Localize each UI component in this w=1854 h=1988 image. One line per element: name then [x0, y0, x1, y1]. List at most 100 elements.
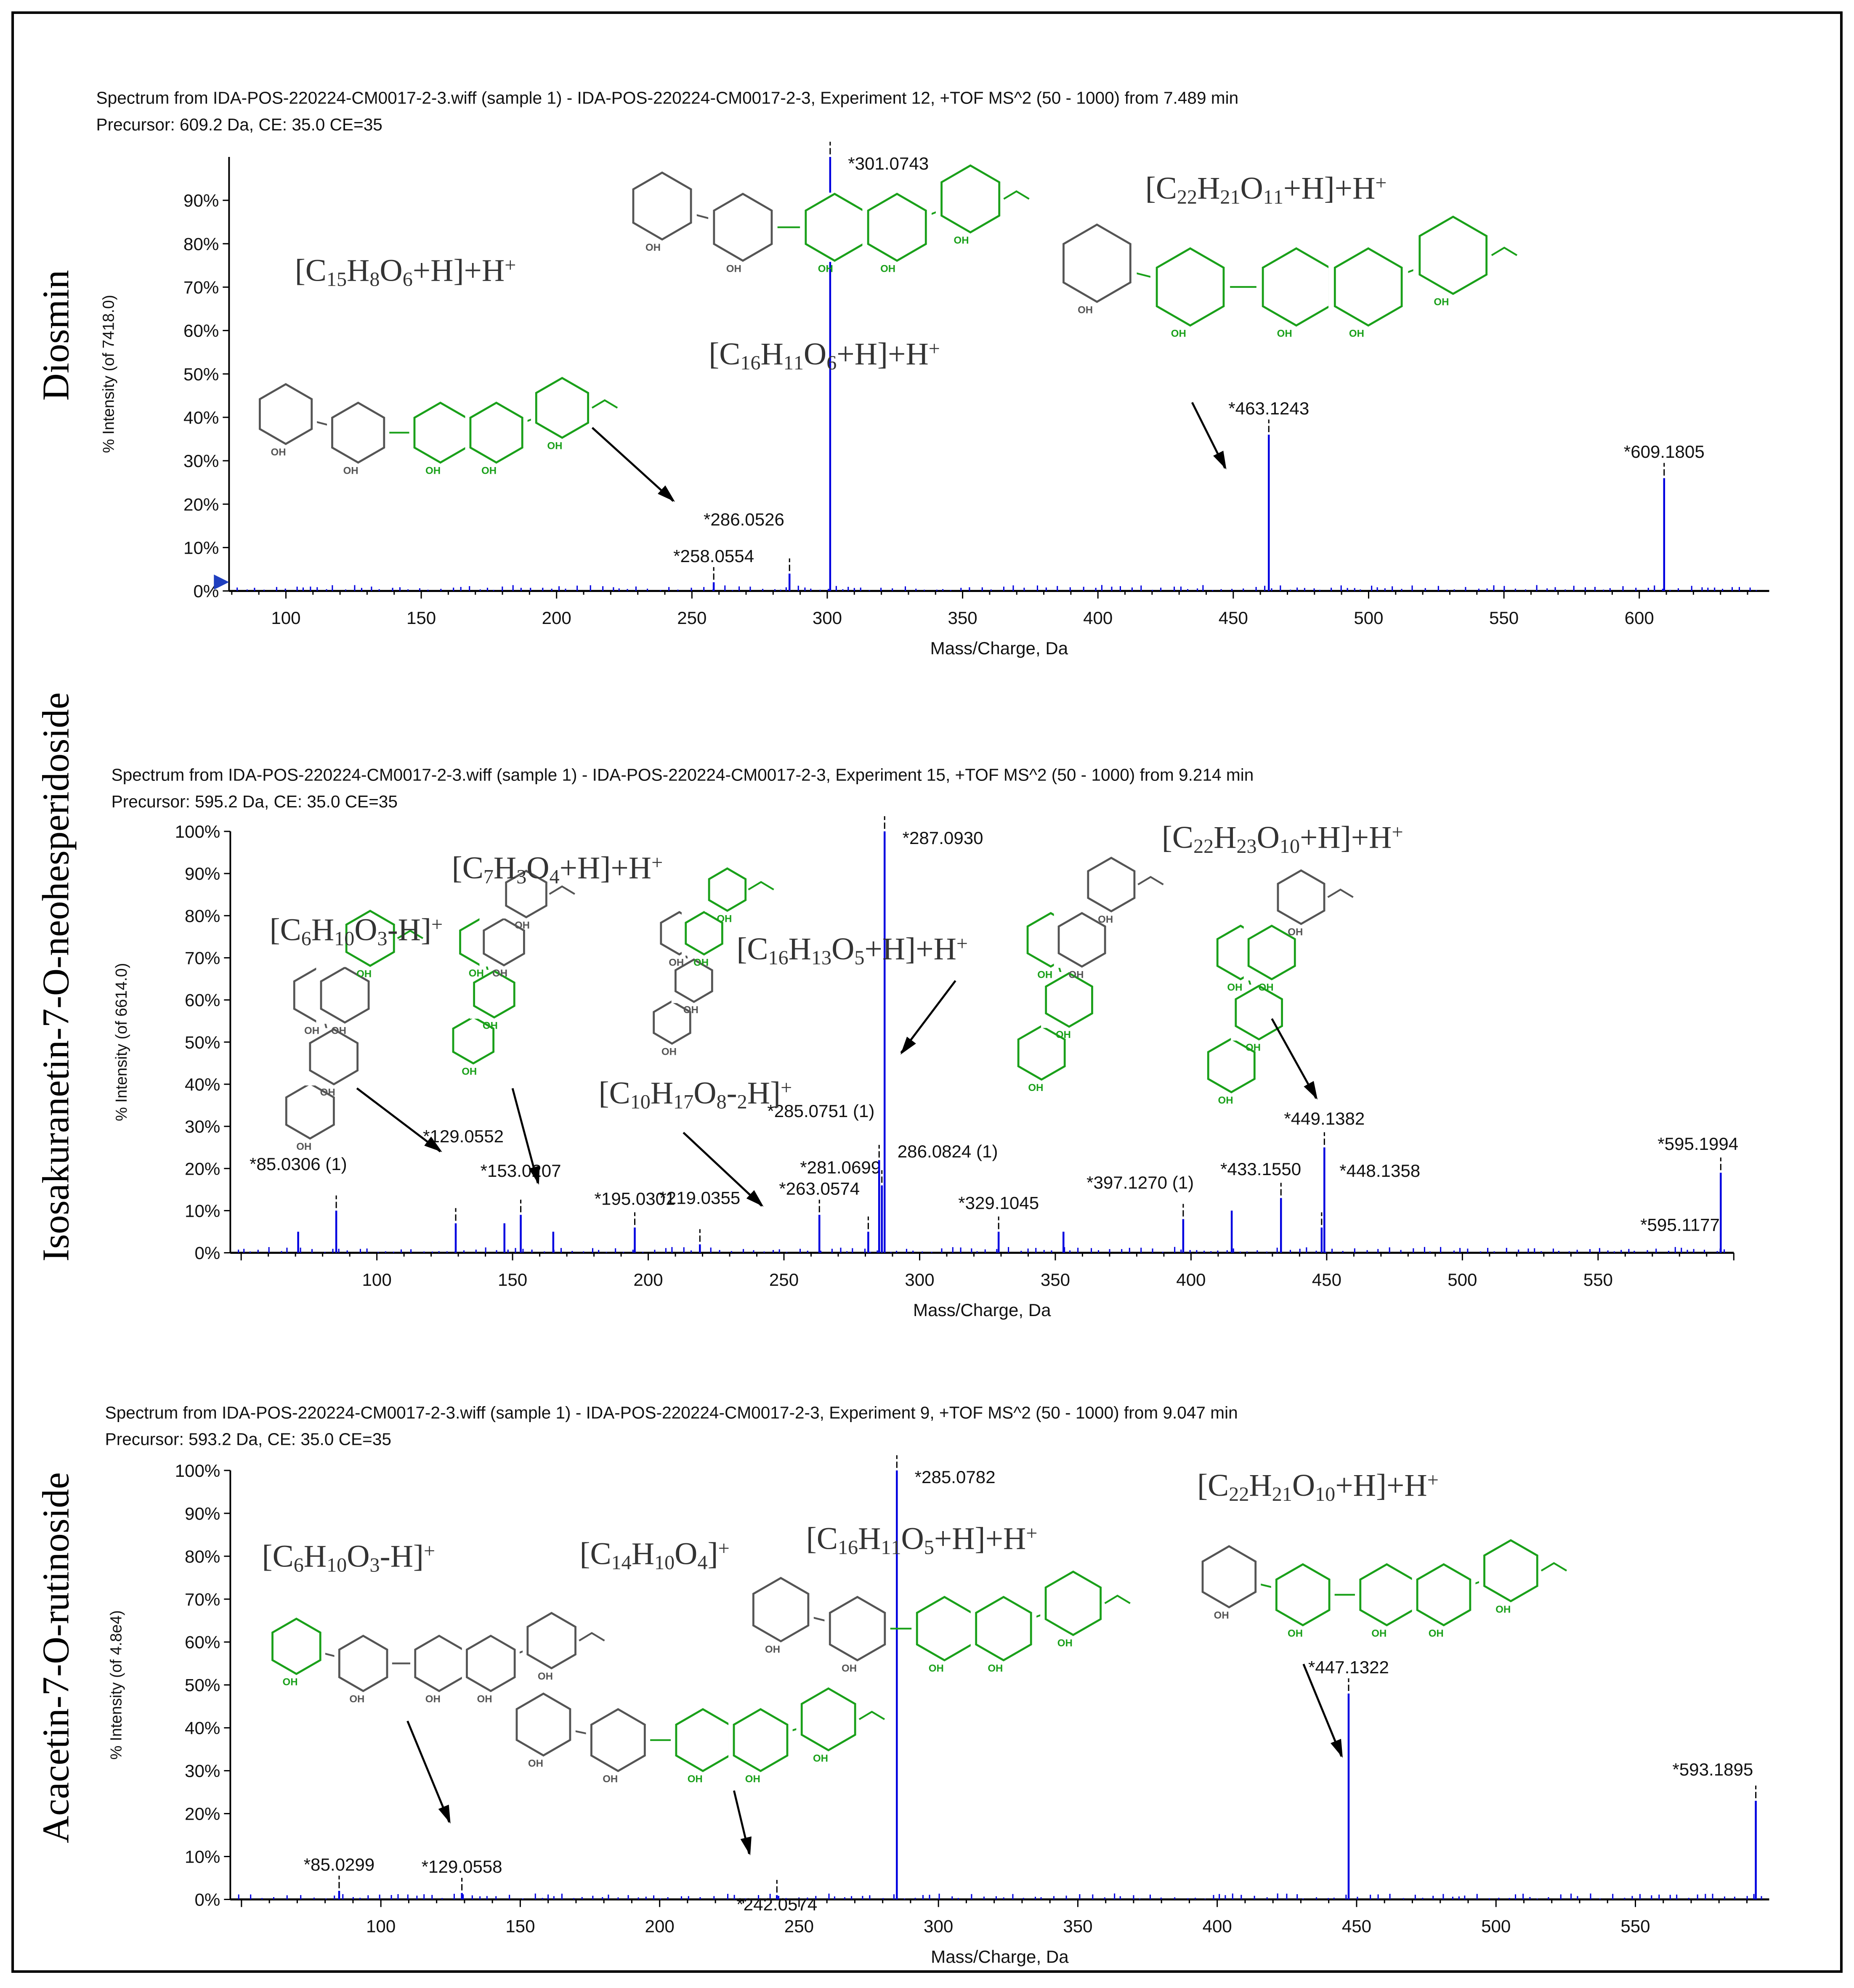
x-tick-label: 200 [542, 608, 571, 628]
fragment-formula: [C16H11O6+H]+H+ [709, 337, 940, 374]
ring-bg [479, 917, 529, 967]
ring [1045, 972, 1093, 1028]
hydroxyl-label: OH [765, 1644, 780, 1655]
fragment-formula: [C22H23O10+H]+H+ [1162, 820, 1403, 857]
ring-bg [255, 383, 317, 446]
y-axis-label: % Intensity (of 6614.0) [112, 963, 130, 1121]
y-tick-label: 80% [183, 234, 219, 254]
fragment-arrow [1271, 1018, 1318, 1100]
peak-label: *286.0526 [704, 510, 784, 529]
precursor-info: Precursor: 595.2 Da, CE: 35.0 CE=35 [112, 792, 398, 811]
hydroxyl-label: OH [693, 957, 709, 968]
ring [338, 1635, 388, 1692]
ring-bg [1479, 1539, 1543, 1603]
ring-bg [409, 401, 472, 464]
hydroxyl-label: OH [1277, 328, 1292, 340]
hydroxyl-label: OH [954, 235, 969, 246]
ring [526, 1612, 576, 1669]
hydroxyl-label: OH [349, 1693, 364, 1705]
y-tick-label: 10% [185, 1201, 220, 1221]
x-tick-label: 250 [784, 1916, 814, 1936]
methoxy-group [1137, 876, 1164, 886]
hydroxyl-label: OH [538, 1671, 553, 1682]
ring [452, 1016, 495, 1065]
hydroxyl-label: OH [1371, 1628, 1387, 1639]
hydroxyl-label: OH [688, 1773, 703, 1785]
y-tick-label: 100% [175, 1461, 220, 1481]
hydroxyl-label: OH [1171, 328, 1186, 340]
ring-bg [531, 377, 594, 439]
hydroxyl-label: OH [477, 1693, 492, 1705]
peak-label: *287.0930 [903, 828, 983, 848]
y-tick-label: 30% [185, 1761, 220, 1781]
x-tick-label: 400 [1203, 1916, 1232, 1936]
hydroxyl-label: OH [296, 1141, 311, 1152]
ring-bg [1041, 972, 1097, 1028]
fragment-formula: [C22H21O11+H]+H+ [1145, 171, 1387, 208]
ring [483, 918, 525, 967]
peak-label: *433.1550 [1220, 1159, 1301, 1179]
ring-bg [796, 1687, 861, 1752]
ring [285, 1082, 335, 1140]
x-tick-label: 100 [362, 1270, 392, 1290]
x-tick-label: 150 [505, 1916, 535, 1936]
fragment-arrow [733, 1790, 752, 1855]
methoxy-group [1327, 888, 1354, 898]
peak-label: *242.0574 [736, 1894, 817, 1914]
x-tick-label: 350 [1063, 1916, 1092, 1936]
x-axis-label: Mass/Charge, Da [930, 638, 1068, 658]
ring [320, 966, 370, 1024]
fragment-formula: [C10H17O8-2H]+ [599, 1076, 792, 1113]
x-tick-label: 350 [1041, 1270, 1070, 1290]
ring [752, 1577, 810, 1643]
y-tick-label: 50% [185, 1675, 220, 1695]
x-tick-label: 550 [1489, 608, 1519, 628]
fragment-formula: [C6H10O3-H]+ [270, 913, 443, 950]
spectrum-panel-1: Spectrum from IDA-POS-220224-CM0017-2-3.… [35, 88, 1769, 658]
ring [1087, 857, 1136, 913]
ring [733, 1708, 789, 1772]
x-tick-label: 600 [1625, 608, 1654, 628]
ring-bg [1273, 869, 1329, 925]
ring [708, 867, 747, 912]
spectrum-panel-3: Spectrum from IDA-POS-220224-CM0017-2-3.… [35, 1403, 1769, 1967]
chemical-structure-2: OH OH OH OH OH [255, 377, 618, 476]
x-tick-label: 100 [366, 1916, 396, 1936]
fragment-formula: [C22H21O10+H]+H+ [1197, 1468, 1439, 1505]
ring-bg [1413, 215, 1493, 295]
y-tick-label: 20% [185, 1804, 220, 1824]
peak-label: *447.1322 [1308, 1657, 1389, 1677]
hydroxyl-label: OH [880, 263, 895, 275]
ring-bg [462, 1634, 520, 1693]
hydroxyl-label: OH [1429, 1628, 1444, 1639]
x-axis-label: Mass/Charge, Da [913, 1300, 1051, 1320]
ring [1062, 223, 1132, 303]
ring-bg [334, 1634, 392, 1693]
ring-bg [1355, 1563, 1418, 1627]
spectrum-title: Spectrum from IDA-POS-220224-CM0017-2-3.… [105, 1403, 1238, 1423]
spectrum-title: Spectrum from IDA-POS-220224-CM0017-2-3.… [112, 765, 1254, 785]
ring-bg [1203, 1037, 1259, 1094]
ring-bg [1057, 223, 1137, 303]
ring-bg [327, 401, 390, 464]
chemical-structure-3: OH OH OH OH OH [1197, 1539, 1567, 1639]
y-tick-label: 20% [185, 1159, 220, 1178]
ring-bg [824, 1595, 890, 1662]
ring-bg [627, 171, 697, 241]
y-tick-label: 50% [185, 1032, 220, 1052]
ring-bg [1054, 912, 1110, 968]
y-tick-label: 70% [183, 277, 219, 297]
ring [1017, 1025, 1066, 1081]
ring [975, 1595, 1032, 1662]
hydroxyl-label: OH [1495, 1604, 1511, 1615]
hydroxyl-label: OH [842, 1663, 857, 1674]
ring-bg [671, 1708, 735, 1773]
chemical-structure-4: OH OH OH OH OH [1203, 869, 1354, 1106]
ring-bg [449, 1016, 498, 1065]
x-tick-label: 300 [905, 1270, 934, 1290]
fragment-arrow [683, 1132, 764, 1207]
peak-label: 286.0824 (1) [898, 1141, 998, 1161]
hydroxyl-label: OH [425, 465, 441, 476]
hydroxyl-label: OH [603, 1773, 618, 1785]
ring-bg [1083, 856, 1139, 913]
